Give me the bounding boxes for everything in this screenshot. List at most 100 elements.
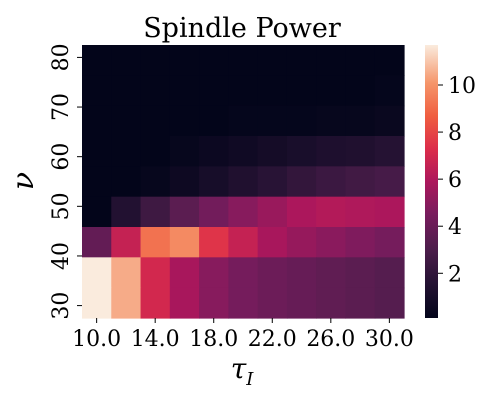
colorbar-tick-label: 8 <box>448 121 462 146</box>
heatmap-cell <box>199 196 229 228</box>
heatmap-cell <box>286 287 317 319</box>
heatmap-cell <box>140 75 171 107</box>
heatmap-cell <box>199 105 229 137</box>
heatmap-cell <box>111 105 142 137</box>
heatmap-cell <box>316 136 347 167</box>
heatmap-cell <box>316 166 347 198</box>
heatmap-cell <box>316 45 347 76</box>
heatmap-cell <box>345 166 376 198</box>
heatmap-cell <box>374 45 405 76</box>
heatmap-cell <box>286 257 317 289</box>
heatmap-cell <box>199 136 229 167</box>
colorbar <box>425 45 438 318</box>
heatmap-cell <box>82 136 112 167</box>
heatmap-cell <box>228 105 259 137</box>
heatmap-cell <box>228 227 259 258</box>
heatmap-cell <box>169 45 200 76</box>
heatmap-cell <box>257 227 288 258</box>
heatmap-cell <box>82 45 112 76</box>
chart-title: Spindle Power <box>143 13 341 44</box>
heatmap-cell <box>374 166 405 198</box>
heatmap-cell <box>316 227 347 258</box>
y-tick-label: 30 <box>49 292 74 320</box>
heatmap-cell <box>374 287 405 319</box>
heatmap-cell <box>257 166 288 198</box>
heatmap-cell <box>257 257 288 289</box>
heatmap-cell <box>345 45 376 76</box>
heatmap-cell <box>140 166 171 198</box>
heatmap-cell <box>228 75 259 107</box>
heatmap-cell <box>169 257 200 289</box>
heatmap-cell <box>199 45 229 76</box>
heatmap-cell <box>140 105 171 137</box>
heatmap-cell <box>286 75 317 107</box>
heatmap-cell <box>374 196 405 228</box>
y-axis-label: ν <box>6 172 41 190</box>
heatmap-cell <box>169 166 200 198</box>
heatmap-cell <box>345 75 376 107</box>
colorbar-tick-label: 4 <box>448 215 462 240</box>
x-tick-label: 22.0 <box>248 327 297 352</box>
heatmap-cell <box>374 257 405 289</box>
heatmap-cell <box>140 45 171 76</box>
x-tick-label: 14.0 <box>131 327 180 352</box>
heatmap-cell <box>82 287 112 319</box>
heatmap-cell <box>228 287 259 319</box>
heatmap-cell <box>345 105 376 137</box>
x-tick-label: 30.0 <box>365 327 414 352</box>
heatmap-cell <box>111 45 142 76</box>
heatmap-cell <box>316 257 347 289</box>
heatmap-cell <box>257 105 288 137</box>
heatmap-cell <box>111 196 142 228</box>
heatmap-cell <box>228 257 259 289</box>
heatmap-cell <box>286 196 317 228</box>
heatmap-cell <box>374 227 405 258</box>
heatmap-cells <box>82 45 405 319</box>
heatmap-cell <box>140 136 171 167</box>
heatmap-cell <box>82 196 112 228</box>
y-tick-label: 70 <box>49 93 74 121</box>
heatmap-cell <box>169 136 200 167</box>
heatmap-cell <box>257 287 288 319</box>
x-tick-label: 18.0 <box>189 327 238 352</box>
heatmap-cell <box>111 136 142 167</box>
heatmap-cell <box>257 136 288 167</box>
heatmap-cell <box>374 105 405 137</box>
heatmap-cell <box>82 227 112 258</box>
heatmap-cell <box>111 287 142 319</box>
y-tick-label: 60 <box>49 143 74 171</box>
heatmap-cell <box>82 75 112 107</box>
heatmap-cell <box>111 257 142 289</box>
x-tick-label: 10.0 <box>72 327 121 352</box>
heatmap-cell <box>257 75 288 107</box>
heatmap-cell <box>199 287 229 319</box>
heatmap-cell <box>345 196 376 228</box>
heatmap-cell <box>140 287 171 319</box>
heatmap-cell <box>169 287 200 319</box>
heatmap-cell <box>345 287 376 319</box>
heatmap-cell <box>316 105 347 137</box>
heatmap-cell <box>316 287 347 319</box>
heatmap-cell <box>228 196 259 228</box>
heatmap-cell <box>111 227 142 258</box>
heatmap-cell <box>374 136 405 167</box>
x-axis-label: τI <box>231 352 255 390</box>
heatmap-cell <box>140 257 171 289</box>
heatmap-cell <box>345 136 376 167</box>
y-axis-ticks: 80 70 60 50 40 30 <box>49 43 82 320</box>
x-axis-ticks: 10.0 14.0 18.0 22.0 26.0 30.0 <box>72 318 414 352</box>
x-tick-label: 26.0 <box>306 327 355 352</box>
heatmap-cell <box>257 196 288 228</box>
heatmap-cell <box>345 227 376 258</box>
heatmap-cell <box>286 105 317 137</box>
x-axis-label-subscript: I <box>245 369 254 390</box>
heatmap-cell <box>286 136 317 167</box>
heatmap-cell <box>257 45 288 76</box>
heatmap-cell <box>316 75 347 107</box>
heatmap-cell <box>286 45 317 76</box>
colorbar-ticks: 2 4 6 8 10 <box>438 74 476 287</box>
colorbar-tick-label: 6 <box>448 168 462 193</box>
heatmap-cell <box>199 257 229 289</box>
